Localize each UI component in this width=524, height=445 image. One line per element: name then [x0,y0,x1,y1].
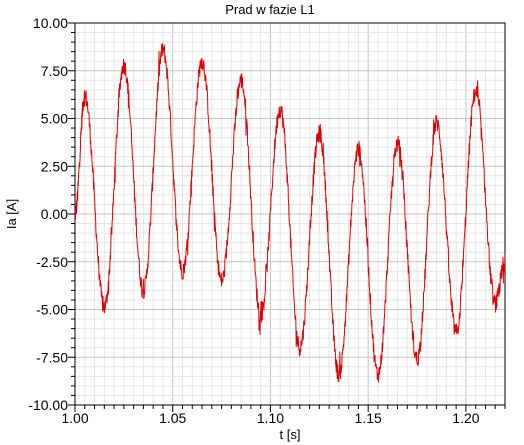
x-axis-label: t [s] [280,427,301,442]
y-tick-label: 7.50 [41,63,68,79]
y-tick-label: -7.50 [36,349,68,365]
y-tick-label: -5.00 [36,302,68,318]
y-axis-label: Ia [A] [4,199,19,229]
grid [74,22,506,406]
series-layer [74,43,506,383]
x-tick-label: 1.20 [452,410,479,426]
x-tick-label: 1.10 [257,410,284,426]
series-line [74,43,506,383]
axis-ticks: 1.00 1.05 1.10 1.15 1.20 10.00 7.50 5.00 2.50 0.0… [28,15,506,426]
y-tick-label: -2.50 [36,254,68,270]
chart-title: Prad w fazie L1 [225,2,315,17]
x-tick-label: 1.15 [355,410,382,426]
y-tick-label: -10.00 [28,397,68,413]
x-tick-label: 1.00 [61,410,88,426]
y-tick-label: 10.00 [33,15,68,31]
y-tick-label: 2.50 [41,158,68,174]
y-tick-label: 0.00 [41,206,68,222]
x-tick-label: 1.05 [159,410,186,426]
y-tick-label: 5.00 [41,111,68,127]
